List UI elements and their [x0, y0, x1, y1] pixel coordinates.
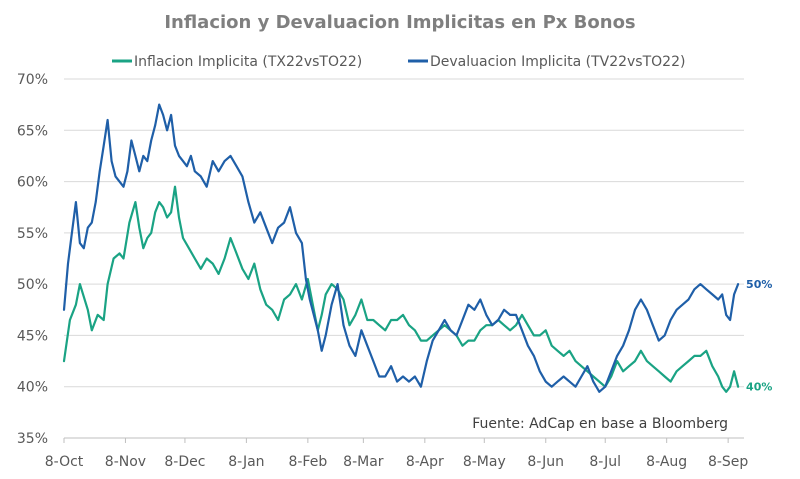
end-label-inflacion: 40%	[746, 381, 772, 394]
x-tick-label: 8-Feb	[288, 454, 327, 470]
x-tick-label: 8-Mar	[343, 454, 384, 470]
y-tick-label: 55%	[17, 226, 48, 242]
x-tick-label: 8-Jan	[228, 454, 264, 470]
x-tick-label: 8-Oct	[45, 454, 84, 470]
x-tick-label: 8-Aug	[646, 454, 687, 470]
x-tick-label: 8-Jul	[589, 454, 621, 470]
x-axis-ticks: 8-Oct 8-Nov 8-Dec 8-Jan 8-Feb 8-Mar 8-Apr 8-May…	[45, 438, 748, 470]
x-tick-label: 8-Jun	[527, 454, 564, 470]
y-tick-label: 45%	[17, 328, 48, 344]
legend: Inflacion Implicita (TX22vsTO22) Devalua…	[112, 54, 685, 70]
x-tick-label: 8-May	[463, 454, 506, 470]
y-tick-label: 40%	[17, 380, 48, 396]
y-tick-label: 70%	[17, 72, 48, 88]
chart-title: Inflacion y Devaluacion Implicitas en Px…	[164, 12, 635, 33]
y-tick-label: 35%	[17, 431, 48, 447]
y-tick-label: 60%	[17, 175, 48, 191]
x-tick-label: 8-Apr	[406, 454, 444, 470]
x-tick-label: 8-Nov	[105, 454, 146, 470]
legend-label-inflacion: Inflacion Implicita (TX22vsTO22)	[134, 54, 362, 70]
end-label-devaluacion: 50%	[746, 278, 772, 291]
source-note: Fuente: AdCap en base a Bloomberg	[472, 416, 728, 432]
x-tick-label: 8-Sep	[708, 454, 748, 470]
plot-area	[62, 103, 740, 393]
gridlines	[64, 78, 744, 439]
y-tick-label: 65%	[17, 123, 48, 139]
series-line-devaluacion	[62, 103, 740, 393]
legend-label-devaluacion: Devaluacion Implicita (TV22vsTO22)	[430, 54, 685, 70]
series-line-inflacion	[62, 185, 740, 393]
y-tick-label: 50%	[17, 277, 48, 293]
y-axis-ticks: 35% 40% 45% 50% 55% 60% 65% 70%	[17, 72, 48, 447]
x-tick-label: 8-Dec	[164, 454, 205, 470]
